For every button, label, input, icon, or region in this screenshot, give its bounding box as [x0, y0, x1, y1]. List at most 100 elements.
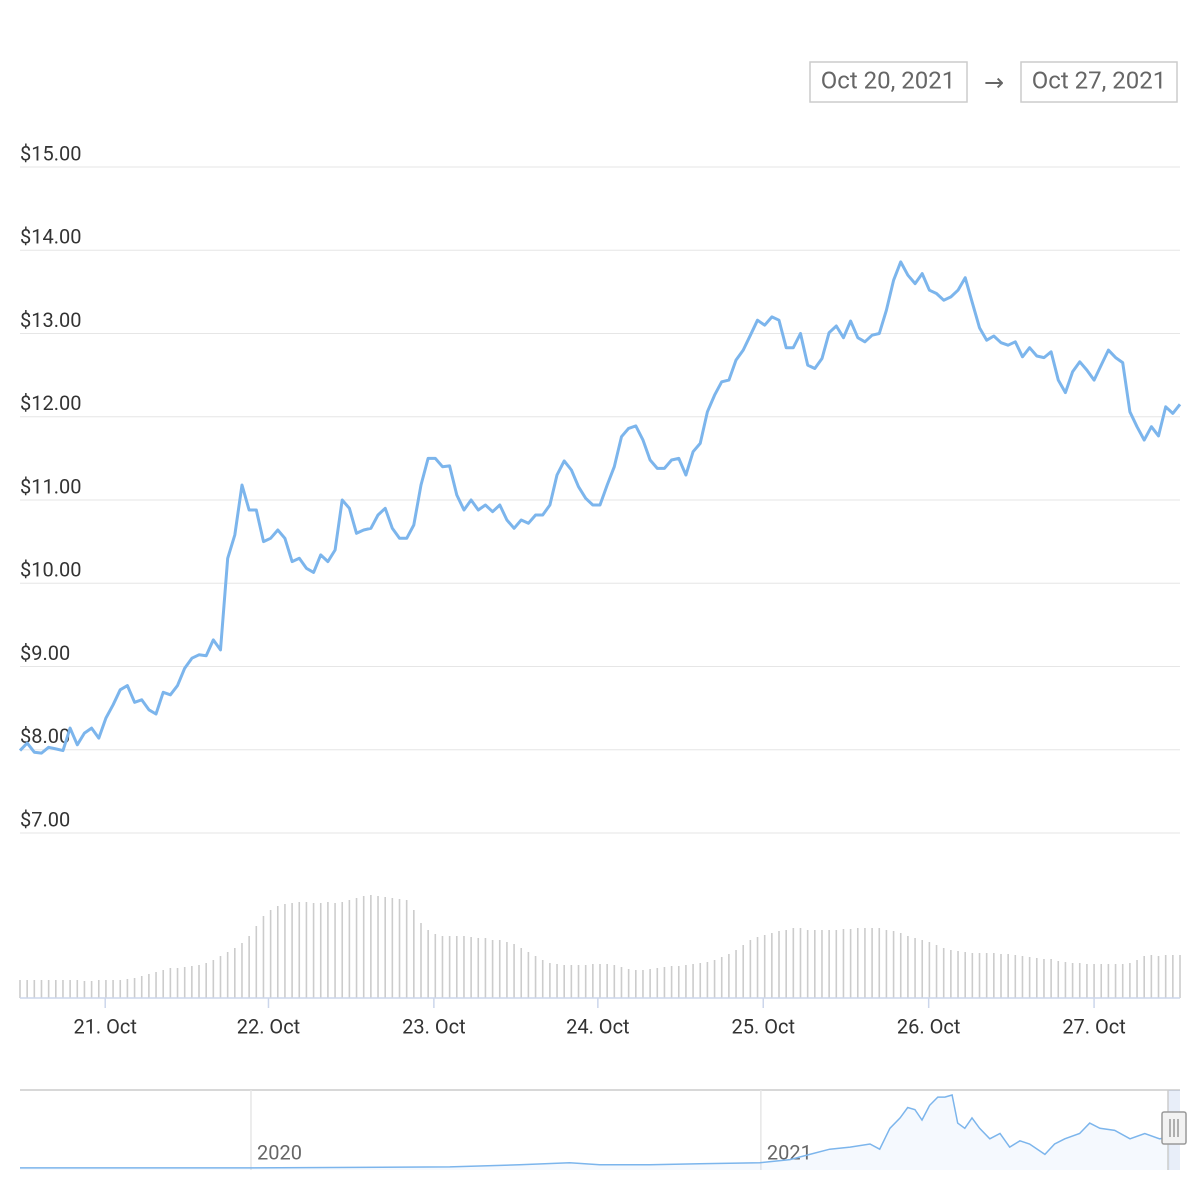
volume-bar — [677, 966, 680, 998]
navigator-area — [20, 1095, 1170, 1170]
volume-bar — [198, 965, 200, 998]
volume-bar — [284, 904, 286, 998]
volume-bar — [319, 903, 322, 998]
volume-bar — [341, 902, 344, 998]
volume-bar — [720, 957, 723, 998]
volume-bar — [785, 930, 787, 998]
volume-bar — [155, 972, 157, 998]
volume-bar — [1107, 964, 1110, 998]
volume-bar — [427, 930, 429, 998]
volume-bar — [234, 948, 236, 998]
navigator-line — [20, 1094, 1170, 1169]
volume-bar — [47, 980, 50, 998]
y-tick-label: $12.00 — [20, 391, 81, 415]
volume-bar — [1143, 956, 1145, 998]
volume-bar — [771, 933, 773, 998]
volume-bar — [1157, 956, 1160, 998]
volume-bar — [391, 898, 394, 998]
date-from-box[interactable] — [809, 61, 968, 103]
volume-bar — [670, 966, 673, 998]
volume-bar — [549, 963, 551, 998]
volume-bar — [706, 962, 709, 998]
volume-bar — [864, 928, 866, 998]
volume-bar — [448, 936, 451, 998]
navigator-tick-label: 2020 — [257, 1140, 302, 1164]
volume-bar — [62, 980, 64, 998]
volume-bar — [1000, 954, 1002, 998]
volume-bar — [828, 930, 830, 998]
x-tick-label: 27. Oct — [1062, 1014, 1126, 1038]
volume-bar — [792, 928, 795, 998]
volume-bar — [964, 952, 966, 998]
volume-bar — [892, 931, 895, 998]
volume-bar — [871, 928, 873, 998]
volume-bar — [1093, 964, 1095, 998]
y-tick-label: $15.00 — [20, 141, 81, 165]
volume-bar — [778, 931, 780, 998]
volume-bar — [384, 897, 386, 998]
volume-bar — [849, 929, 852, 998]
volume-bar — [513, 944, 515, 998]
volume-bar — [470, 937, 472, 998]
volume-bar — [212, 960, 215, 998]
volume-bar — [1172, 955, 1174, 998]
volume-bar — [506, 942, 508, 998]
volume-bar — [26, 980, 28, 998]
x-tick-label: 25. Oct — [732, 1014, 796, 1038]
date-from[interactable]: Oct 20, 2021 — [821, 66, 955, 94]
volume-bar — [405, 900, 408, 998]
volume-bar — [613, 965, 616, 998]
volume-bar — [191, 966, 193, 998]
volume-bar — [455, 936, 458, 998]
volume-bar — [728, 954, 730, 998]
volume-bar — [463, 936, 465, 998]
y-tick-label: $13.00 — [20, 308, 81, 332]
volume-bar — [928, 942, 931, 998]
volume-bar — [40, 980, 43, 998]
volume-bar — [1121, 964, 1124, 998]
volume-bar — [599, 964, 601, 998]
volume-bar — [541, 960, 544, 998]
volume-bar — [262, 916, 265, 998]
volume-bar — [1028, 957, 1031, 998]
volume-bar — [398, 899, 401, 998]
volume-bar — [119, 980, 122, 998]
date-to[interactable]: Oct 27, 2021 — [1032, 66, 1166, 94]
volume-bar — [1136, 960, 1138, 998]
volume-bar — [692, 964, 694, 998]
volume-bar — [835, 930, 838, 998]
date-to-box[interactable] — [1020, 61, 1178, 103]
volume-bar — [921, 940, 924, 998]
volume-bar — [957, 951, 959, 998]
volume-bar — [90, 981, 93, 998]
volume-bar — [355, 898, 358, 998]
volume-bar — [1050, 959, 1052, 998]
volume-bar — [1014, 955, 1017, 998]
volume-bar — [1164, 955, 1167, 998]
volume-bar — [635, 970, 637, 998]
volume-bar — [169, 968, 172, 998]
x-tick-label: 24. Oct — [566, 1014, 630, 1038]
volume-bar — [1114, 964, 1117, 998]
volume-bar — [133, 978, 136, 998]
y-tick-label: $7.00 — [20, 807, 70, 831]
volume-bar — [1064, 962, 1067, 998]
volume-bar — [269, 910, 272, 998]
volume-bar — [183, 967, 186, 998]
volume-bar — [899, 933, 902, 998]
volume-bar — [241, 943, 243, 998]
volume-bar — [248, 936, 250, 998]
volume-bar — [814, 930, 816, 998]
volume-bar — [856, 928, 859, 998]
volume-bar — [370, 895, 372, 998]
volume-bar — [105, 980, 107, 998]
volume-bar — [69, 980, 71, 998]
volume-bar — [527, 952, 530, 998]
volume-bar — [312, 903, 315, 998]
volume-bar — [219, 956, 222, 998]
volume-bar — [842, 929, 845, 998]
volume-bar — [556, 964, 558, 998]
volume-bar — [162, 970, 165, 998]
volume-bar — [362, 896, 365, 998]
